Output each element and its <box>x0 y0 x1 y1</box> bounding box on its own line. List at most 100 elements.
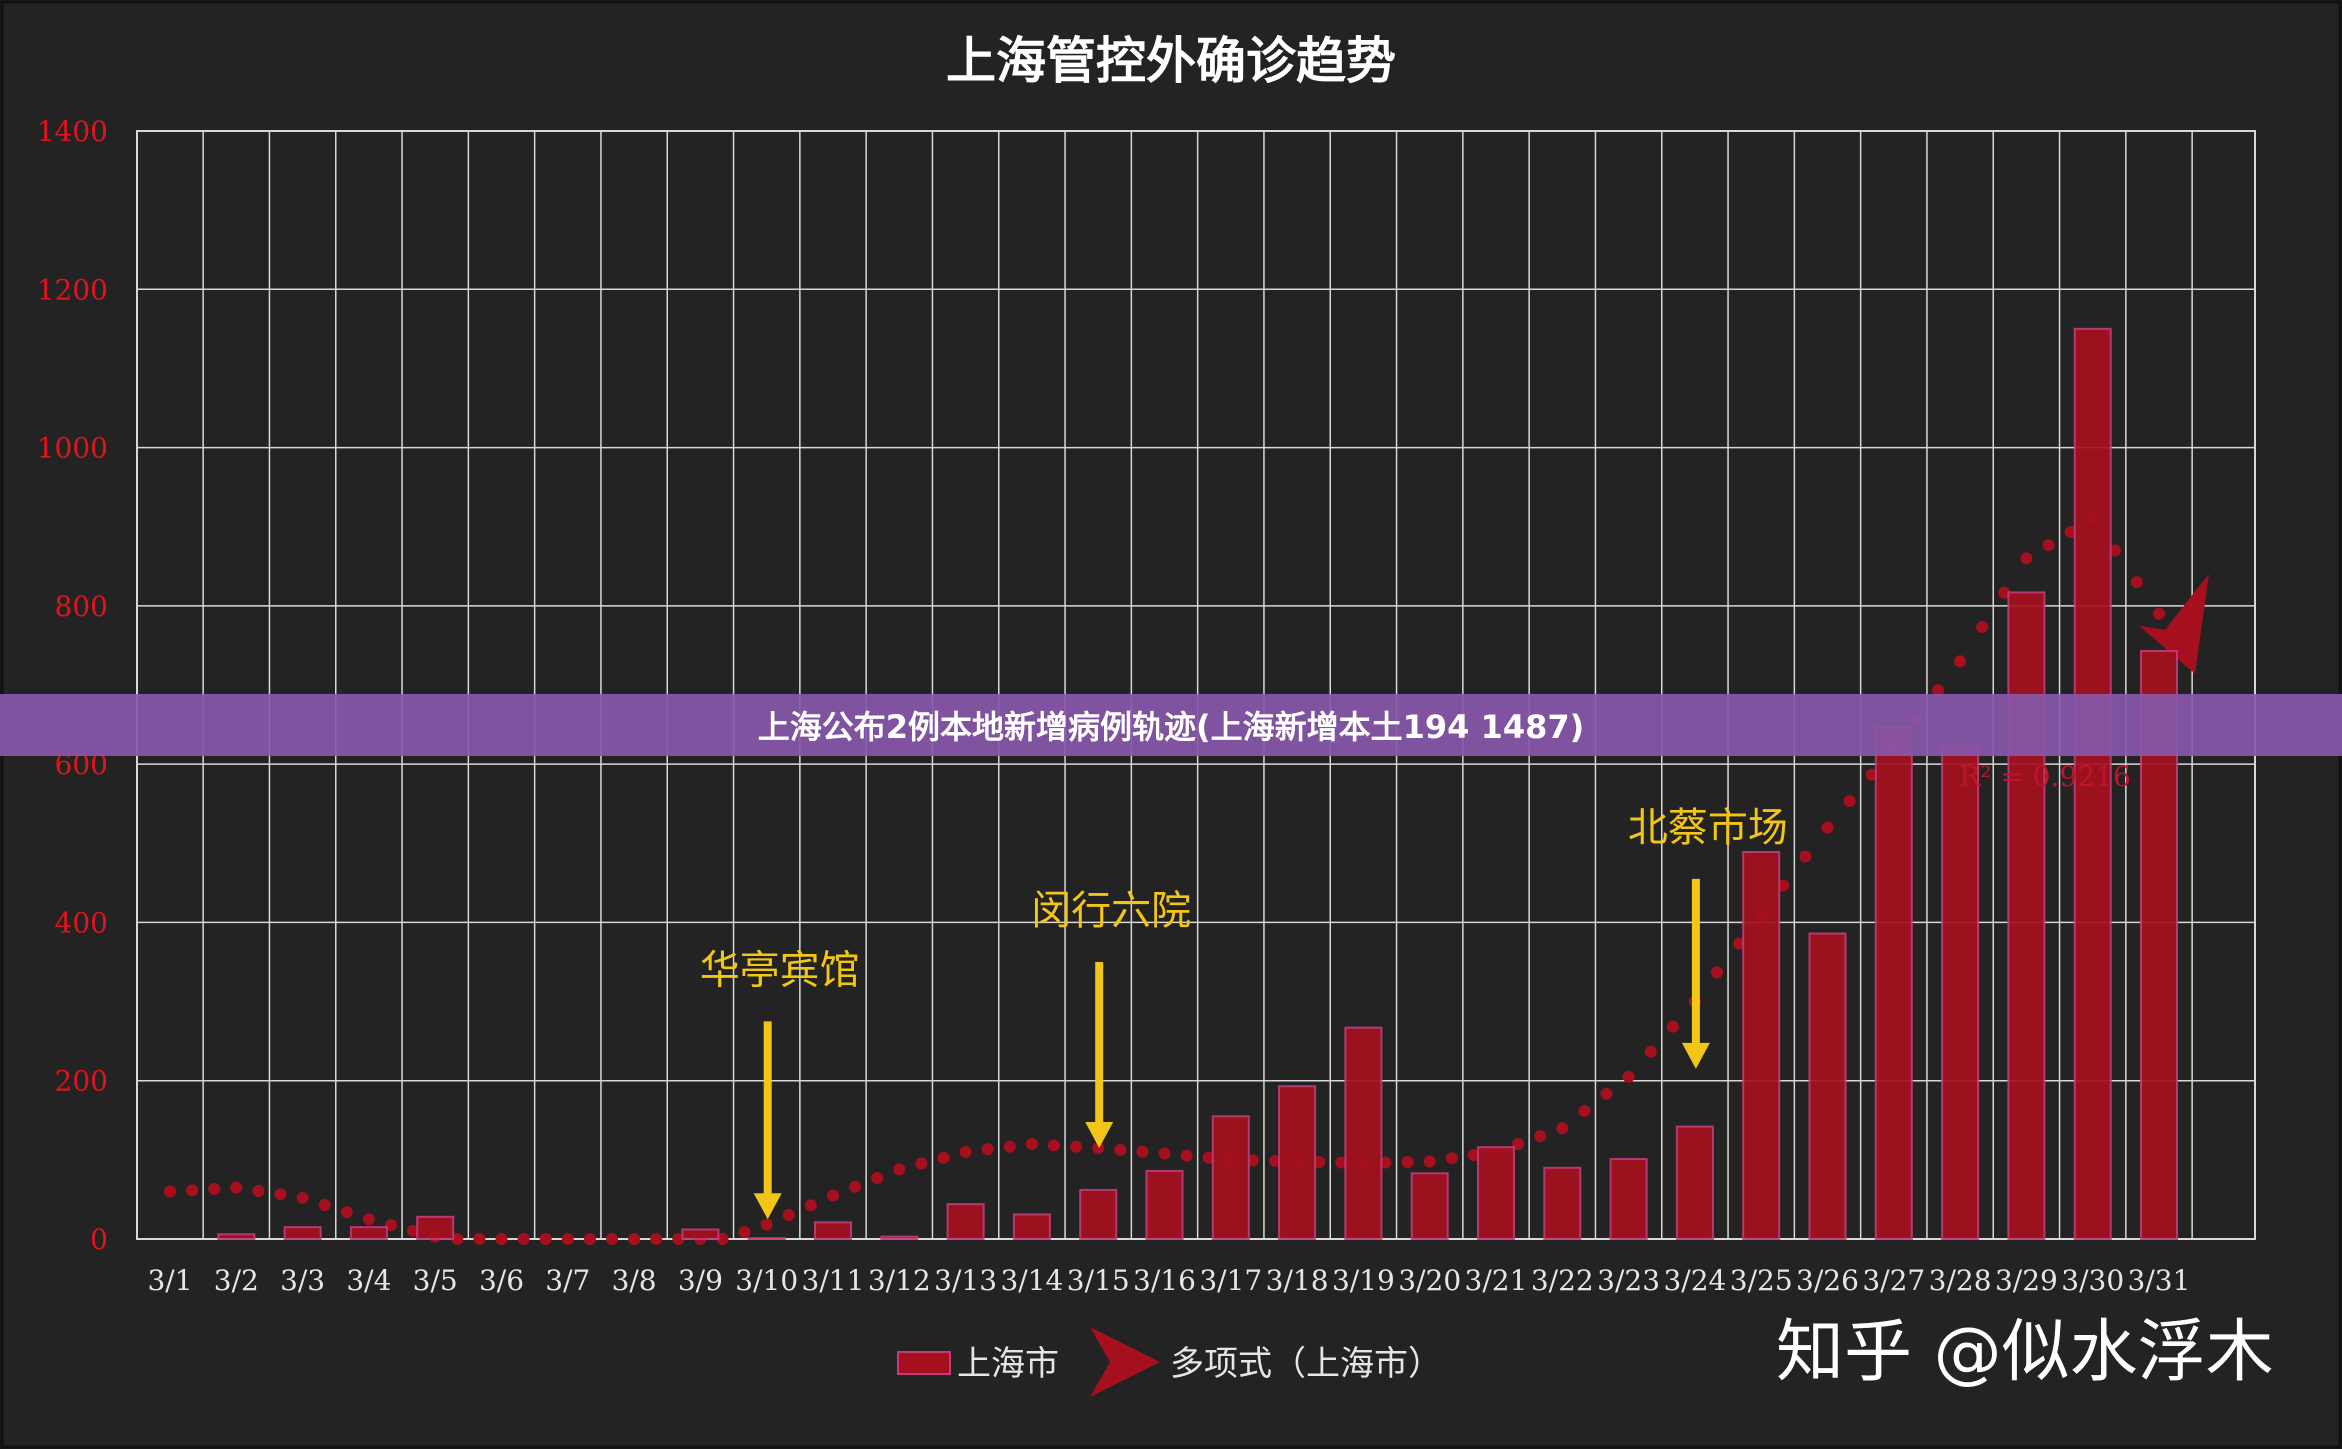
x-tick-label: 3/16 <box>1133 1264 1196 1297</box>
y-tick-label: 1200 <box>37 273 108 306</box>
y-tick-label: 200 <box>55 1065 108 1098</box>
bar <box>217 1233 256 1241</box>
trendline-dot <box>407 1224 420 1237</box>
trendline-dot <box>1644 1045 1657 1058</box>
trendline-dot <box>583 1233 596 1245</box>
trendline-dot <box>1379 1156 1392 1169</box>
x-tick-label: 3/28 <box>1929 1264 1992 1297</box>
y-tick-label: 1000 <box>37 432 108 465</box>
trendline-dot <box>1401 1155 1414 1168</box>
x-tick-label: 3/8 <box>612 1264 657 1297</box>
trendline-dot <box>1799 850 1812 863</box>
bars <box>217 327 2178 1241</box>
banner: 上海公布2例本地新增病例轨迹(上海新增本土194 1487) <box>0 694 2342 756</box>
trendline-dot <box>1202 1151 1215 1164</box>
trendline-dot <box>1556 1122 1569 1135</box>
trendline-dot <box>1246 1154 1259 1167</box>
trendline-dot <box>1865 768 1878 781</box>
x-tick-label: 3/30 <box>2061 1264 2124 1297</box>
annotation-arrow-head <box>1681 1042 1710 1069</box>
trendline-dot <box>473 1233 486 1245</box>
trendline-dot <box>1821 821 1834 834</box>
bar <box>1808 932 1847 1240</box>
y-tick-label: 800 <box>55 590 108 623</box>
x-axis-ticks: 3/1 3/2 3/3 3/4 3/5 3/6 3/7 3/8 3/9 3/10 3/11 3/12 3… <box>147 1264 2190 1297</box>
trendline-dot <box>915 1157 928 1170</box>
trendline-dot <box>1423 1155 1436 1168</box>
trendline-dot <box>2130 576 2143 589</box>
trendline-dot <box>1512 1138 1525 1151</box>
trendline-dot <box>1048 1139 1060 1152</box>
trendline-dot <box>1666 1020 1679 1033</box>
bar <box>747 1237 786 1241</box>
trendline-dot <box>893 1163 906 1176</box>
x-tick-label: 3/15 <box>1067 1264 1130 1297</box>
trendline-dot <box>937 1151 950 1164</box>
trendline-dot <box>1003 1140 1016 1153</box>
trendline-dot <box>1932 684 1944 697</box>
trendline-dot <box>1335 1156 1348 1169</box>
annotations: 华亭宾馆 闵行六院 北蔡市场 <box>700 805 1788 1220</box>
x-tick-label: 3/31 <box>2128 1264 2191 1297</box>
bar <box>1941 743 1980 1240</box>
trendline-dot <box>208 1182 221 1195</box>
bar <box>880 1235 919 1241</box>
x-tick-label: 3/26 <box>1796 1264 1859 1297</box>
trendline-dot <box>539 1233 552 1245</box>
trendline-dot <box>1136 1145 1149 1158</box>
bar <box>814 1221 852 1241</box>
x-tick-label: 3/7 <box>545 1264 590 1297</box>
trendline-dot <box>230 1181 243 1194</box>
bar <box>1079 1188 1118 1240</box>
x-tick-label: 3/22 <box>1531 1264 1594 1297</box>
x-tick-label: 3/17 <box>1199 1264 1262 1297</box>
trendline-dot <box>981 1143 994 1156</box>
trendline-dot <box>871 1172 884 1185</box>
trendline-dot <box>1711 966 1723 979</box>
trendline-dot <box>1622 1070 1635 1083</box>
bar <box>1211 1115 1250 1241</box>
trendline-dot <box>451 1233 464 1245</box>
annotation-label: 华亭宾馆 <box>700 947 860 993</box>
legend-arrow-icon <box>1090 1327 1160 1397</box>
x-tick-label: 3/4 <box>346 1264 391 1297</box>
trendline-dot <box>1954 655 1967 668</box>
x-tick-label: 3/25 <box>1730 1264 1793 1297</box>
bar <box>2007 591 2046 1240</box>
annotation-label: 闵行六院 <box>1031 888 1191 934</box>
bar <box>1609 1158 1648 1240</box>
legend-label-series: 上海市 <box>957 1344 1059 1384</box>
trendline-dot <box>1600 1087 1613 1100</box>
x-tick-label: 3/10 <box>735 1264 798 1297</box>
chart-title: 上海管控外确诊趋势 <box>946 32 1396 90</box>
trendline-dot <box>1998 586 2011 599</box>
bar <box>946 1203 985 1240</box>
bar <box>349 1226 388 1240</box>
x-tick-label: 3/18 <box>1266 1264 1329 1297</box>
trendline-dot <box>849 1180 862 1193</box>
trendline-dot <box>628 1233 641 1245</box>
trendline-dot <box>1467 1149 1480 1162</box>
trendline-dot <box>760 1218 773 1231</box>
banner-text: 上海公布2例本地新增病例轨迹(上海新增本土194 1487) <box>757 708 1585 746</box>
trendline-dot <box>804 1199 817 1212</box>
trendline-dot <box>318 1198 331 1211</box>
annotation-label: 北蔡市场 <box>1628 805 1788 851</box>
trendline-dot <box>1269 1154 1281 1167</box>
trendline-dot <box>2020 552 2033 565</box>
trendline-dot <box>2042 539 2055 552</box>
bar <box>1742 850 1781 1241</box>
trendline-dot <box>738 1226 751 1239</box>
trendline-dot <box>385 1219 397 1232</box>
bar <box>2073 327 2112 1241</box>
annotation-arrow-head <box>753 1193 782 1220</box>
bar <box>1145 1169 1184 1240</box>
trendline-dot <box>782 1208 795 1221</box>
bar <box>1278 1085 1317 1240</box>
x-tick-label: 3/11 <box>802 1264 865 1297</box>
trendline-dot <box>672 1233 685 1245</box>
trendline-dot <box>959 1145 972 1158</box>
x-tick-label: 3/12 <box>868 1264 931 1297</box>
trendline-dot <box>2153 607 2165 620</box>
r-squared-label: R² = 0.9216 <box>1959 760 2131 793</box>
